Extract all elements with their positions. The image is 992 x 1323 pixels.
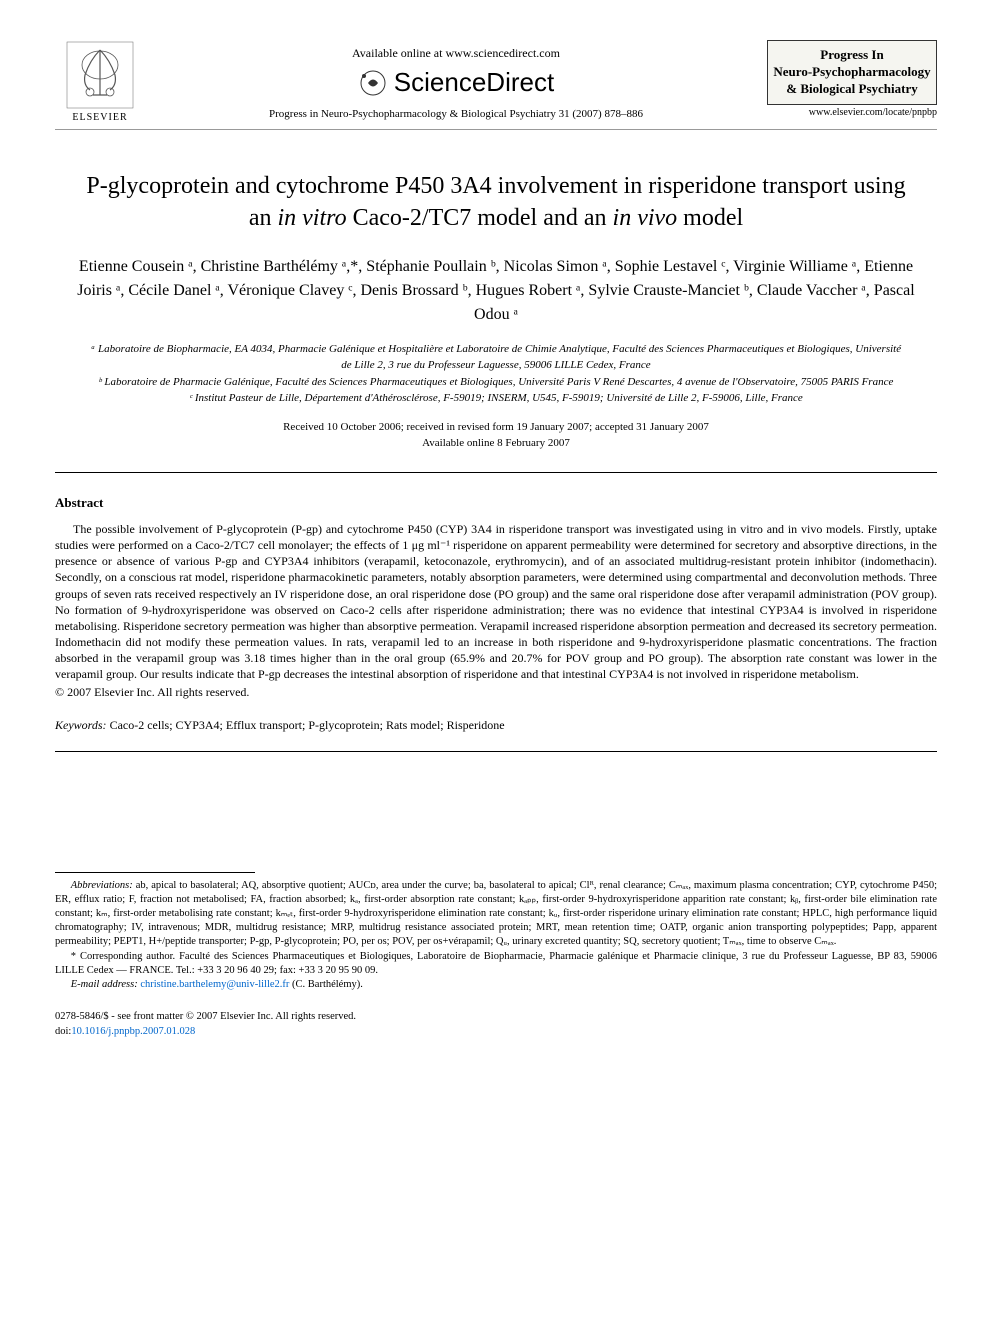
divider-top (55, 472, 937, 473)
footnotes: Abbreviations: ab, apical to basolateral… (55, 879, 937, 992)
affiliation-c: ᶜ Institut Pasteur de Lille, Département… (85, 390, 907, 407)
sciencedirect-text: ScienceDirect (394, 67, 554, 98)
journal-url: www.elsevier.com/locate/pnpbp (767, 107, 937, 118)
affiliation-a: ᵃ Laboratoire de Biopharmacie, EA 4034, … (85, 341, 907, 374)
elsevier-label: ELSEVIER (72, 112, 127, 123)
issn-line: 0278-5846/$ - see front matter © 2007 El… (55, 1010, 937, 1025)
doi-label: doi: (55, 1026, 71, 1037)
keywords-line: Keywords: Caco-2 cells; CYP3A4; Efflux t… (55, 718, 937, 733)
elsevier-tree-icon (65, 40, 135, 110)
corresponding-author-footnote: * Corresponding author. Faculté des Scie… (55, 950, 937, 978)
journal-line2: Neuro-Psychopharmacology (772, 64, 932, 81)
citation-line: Progress in Neuro-Psychopharmacology & B… (145, 108, 767, 120)
abbreviations-footnote: Abbreviations: ab, apical to basolateral… (55, 879, 937, 950)
abbrev-text: ab, apical to basolateral; AQ, absorptiv… (55, 880, 937, 948)
journal-line1: Progress In (772, 47, 932, 64)
abstract-copyright: © 2007 Elsevier Inc. All rights reserved… (55, 685, 937, 700)
divider-bottom (55, 751, 937, 752)
sciencedirect-logo: ScienceDirect (145, 67, 767, 98)
doi-line: doi:10.1016/j.pnpbp.2007.01.028 (55, 1025, 937, 1040)
received-line: Received 10 October 2006; received in re… (55, 419, 937, 436)
email-label: E-mail address: (71, 979, 138, 990)
affiliation-b: ᵇ Laboratoire de Pharmacie Galénique, Fa… (85, 374, 907, 391)
keywords-label: Keywords: (55, 718, 107, 732)
article-dates: Received 10 October 2006; received in re… (55, 419, 937, 452)
author-list: Etienne Cousein ᵃ, Christine Barthélémy … (75, 255, 917, 327)
email-footnote: E-mail address: christine.barthelemy@uni… (55, 978, 937, 992)
abstract-heading: Abstract (55, 495, 937, 511)
affiliations: ᵃ Laboratoire de Biopharmacie, EA 4034, … (85, 341, 907, 407)
online-line: Available online 8 February 2007 (55, 435, 937, 452)
sciencedirect-icon (358, 68, 388, 98)
abstract-body: The possible involvement of P-glycoprote… (55, 521, 937, 683)
doi-link[interactable]: 10.1016/j.pnpbp.2007.01.028 (71, 1026, 195, 1037)
page-header: ELSEVIER Available online at www.science… (55, 40, 937, 130)
journal-name-box: Progress In Neuro-Psychopharmacology & B… (767, 40, 937, 105)
page-footer: 0278-5846/$ - see front matter © 2007 El… (55, 1010, 937, 1039)
article-title: P-glycoprotein and cytochrome P450 3A4 i… (75, 170, 917, 235)
journal-block: Progress In Neuro-Psychopharmacology & B… (767, 40, 937, 118)
email-after: (C. Barthélémy). (292, 979, 363, 990)
journal-line3: & Biological Psychiatry (772, 81, 932, 98)
footnote-separator (55, 872, 255, 873)
abstract-section: Abstract The possible involvement of P-g… (55, 495, 937, 700)
abbrev-label: Abbreviations: (71, 880, 133, 891)
available-online-line: Available online at www.sciencedirect.co… (145, 46, 767, 61)
center-header: Available online at www.sciencedirect.co… (145, 40, 767, 120)
elsevier-logo-block: ELSEVIER (55, 40, 145, 123)
email-link[interactable]: christine.barthelemy@univ-lille2.fr (140, 979, 289, 990)
keywords-text: Caco-2 cells; CYP3A4; Efflux transport; … (110, 718, 505, 732)
